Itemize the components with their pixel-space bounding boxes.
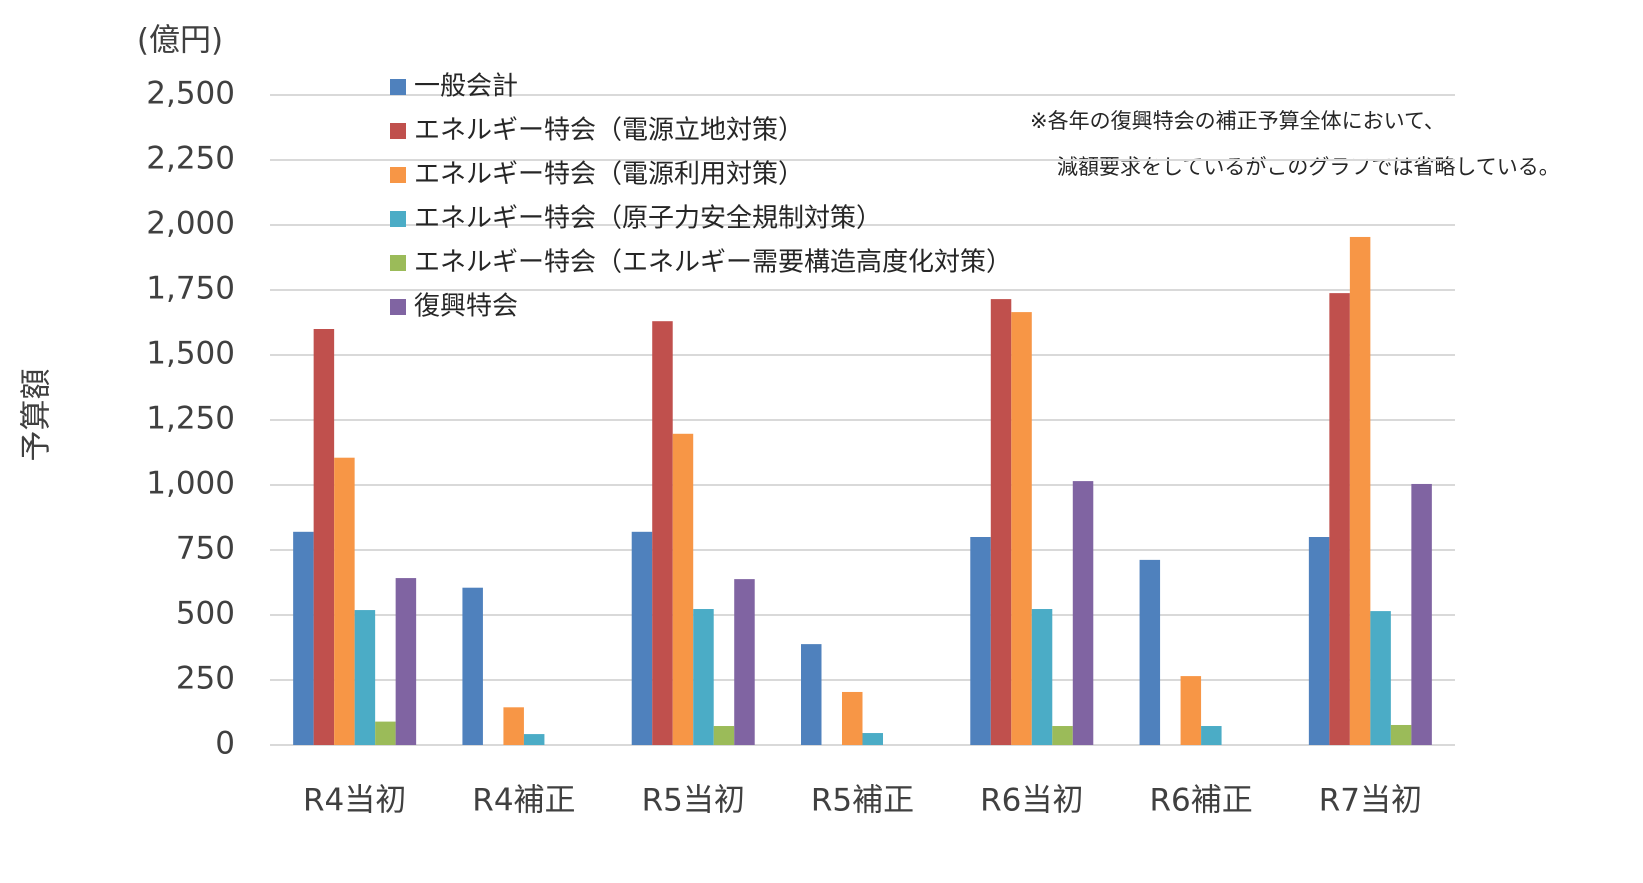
bar: [693, 609, 714, 745]
y-axis-title: 予算額: [19, 369, 55, 462]
bar: [1139, 559, 1161, 745]
x-tick-label: R6補正: [1149, 783, 1252, 819]
bar: [1031, 609, 1053, 745]
y-tick-label: 250: [176, 661, 235, 697]
bar: [395, 578, 417, 745]
bar: [801, 644, 822, 745]
legend-label: 一般会計: [414, 72, 518, 102]
legend-label: エネルギー特会（エネルギー需要構造高度化対策）: [414, 248, 1012, 278]
note: ※各年の復興特会の補正予算全体において、: [1030, 109, 1445, 133]
bar: [734, 579, 755, 745]
legend-swatch: [390, 167, 406, 183]
bar: [672, 433, 694, 745]
y-tick-label: 2,000: [146, 206, 235, 242]
y-tick-label: 2,500: [146, 76, 235, 112]
legend-swatch: [390, 79, 406, 95]
legend-label: エネルギー特会（原子力安全規制対策）: [414, 204, 882, 234]
bar: [1052, 726, 1073, 745]
x-tick-label: R6当初: [980, 783, 1083, 819]
bar: [1011, 312, 1032, 745]
legend-label: エネルギー特会（電源立地対策）: [414, 116, 804, 146]
legend-label: エネルギー特会（電源利用対策）: [414, 160, 804, 190]
x-tick-label: R7当初: [1319, 783, 1422, 819]
bar: [523, 734, 545, 745]
bar: [313, 329, 335, 745]
y-tick-label: 1,000: [146, 466, 235, 502]
x-tick-label: R4補正: [472, 783, 575, 819]
y-tick-label: 750: [176, 531, 235, 567]
bar: [1370, 611, 1391, 745]
bar: [1308, 537, 1330, 745]
x-tick-label: R5当初: [642, 783, 745, 819]
y-tick-label: 0: [215, 726, 235, 762]
y-tick-label: 500: [176, 596, 235, 632]
bar: [842, 691, 863, 745]
unit-label: (億円): [137, 23, 223, 59]
legend-label: 復興特会: [414, 292, 518, 322]
bar: [1411, 483, 1432, 745]
legend-swatch: [390, 211, 406, 227]
bar: [1390, 724, 1412, 745]
bar: [462, 587, 483, 745]
y-tick-label: 1,250: [146, 401, 235, 437]
legend-swatch: [390, 123, 406, 139]
bar: [631, 531, 653, 745]
bar: [375, 721, 396, 745]
bar: [652, 321, 673, 745]
y-tick-label: 1,750: [146, 271, 235, 307]
bar: [862, 733, 883, 745]
bar: [1201, 726, 1222, 745]
bar: [713, 726, 735, 745]
bar: [990, 299, 1012, 745]
bar: [1329, 293, 1350, 745]
bar: [354, 610, 376, 745]
bar: [334, 457, 355, 745]
x-tick-label: R5補正: [811, 783, 914, 819]
y-tick-label: 2,250: [146, 141, 235, 177]
legend-swatch: [390, 299, 406, 315]
x-tick-label: R4当初: [303, 783, 406, 819]
bar: [1072, 481, 1094, 745]
bar: [970, 537, 991, 745]
note: 減額要求をしているがこのグラフでは省略している。: [1057, 155, 1560, 179]
bar: [503, 707, 524, 745]
bar: [293, 531, 314, 745]
bar: [1349, 236, 1371, 745]
legend-swatch: [390, 255, 406, 271]
bar: [1180, 676, 1202, 745]
y-tick-label: 1,500: [146, 336, 235, 372]
